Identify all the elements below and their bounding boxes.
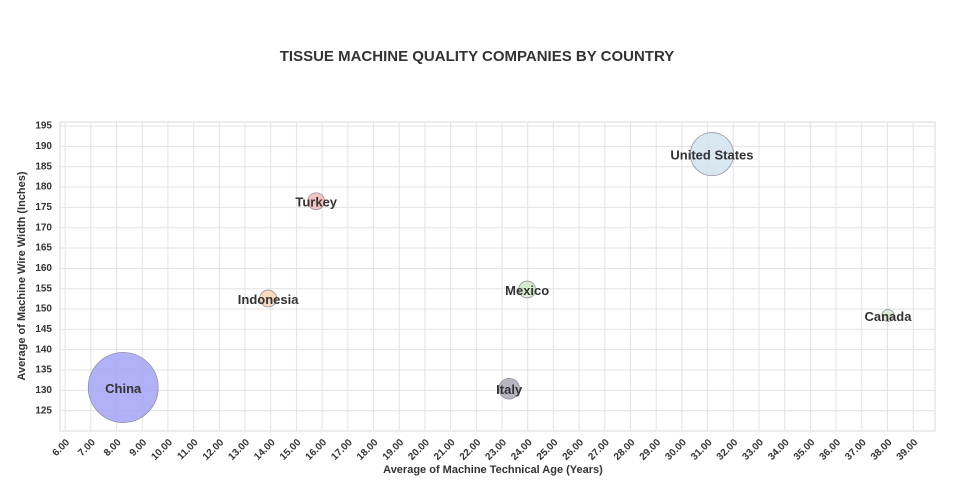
x-tick-label: 12.00 [201,437,227,463]
x-tick-label: 14.00 [252,437,278,463]
bubble-label: China [105,381,142,396]
x-tick-label: 29.00 [638,437,664,463]
x-tick-label: 15.00 [278,437,304,463]
x-tick-label: 25.00 [535,437,561,463]
x-tick-label: 16.00 [304,437,330,463]
y-tick-label: 170 [35,222,52,233]
y-tick-label: 145 [35,324,52,335]
x-tick-label: 22.00 [458,437,484,463]
y-axis-title: Average of Machine Wire Width (Inches) [16,171,28,380]
x-tick-label: 34.00 [766,437,792,463]
x-tick-label: 8.00 [102,437,124,459]
chart-title: TISSUE MACHINE QUALITY COMPANIES BY COUN… [280,48,674,65]
x-tick-label: 28.00 [612,437,638,463]
y-tick-label: 125 [35,405,52,416]
x-tick-label: 21.00 [432,437,458,463]
y-tick-label: 165 [35,243,52,254]
bubble [307,192,326,211]
x-tick-label: 24.00 [509,437,535,463]
x-tick-label: 6.00 [51,437,73,459]
x-tick-label: 23.00 [484,437,510,463]
plot: China United States Turkey Indonesia Mexico C… [87,132,912,423]
x-tick-label: 37.00 [843,437,869,463]
bubble [87,352,159,423]
x-tick-label: 36.00 [818,437,844,463]
bubble-label: United States [670,148,753,163]
bubble [689,132,734,177]
bubble-label: Canada [864,309,912,324]
x-tick-label: 10.00 [149,437,175,463]
bubble [259,289,277,308]
x-tick-label: 32.00 [715,437,741,463]
y-tick-label: 160 [35,263,52,274]
bubble-label: Turkey [295,195,337,210]
y-tick-label: 175 [35,202,52,213]
bubble-label: Italy [496,382,523,397]
x-tick-label: 20.00 [406,437,432,463]
x-tick-label: 18.00 [355,437,381,463]
y-tick-label: 140 [35,344,52,355]
bubble [498,377,520,400]
x-tick-label: 17.00 [329,437,355,463]
bubble [518,280,537,299]
y-tick-label: 190 [35,141,52,152]
bubble-label: Mexico [505,283,549,298]
y-tick-label: 130 [35,385,52,396]
x-tick-label: 30.00 [663,437,689,463]
x-tick-label: 39.00 [895,437,921,463]
x-tick-label: 19.00 [381,437,407,463]
y-tick-label: 185 [35,161,52,172]
x-axis-title: Average of Machine Technical Age (Years) [383,464,603,476]
x-tick-label: 13.00 [227,437,253,463]
x-tick-label: 31.00 [689,437,715,463]
bubble [881,309,895,322]
plot-area [59,121,936,432]
x-tick-label: 7.00 [76,437,98,459]
y-tick-label: 180 [35,182,52,193]
y-tick-label: 150 [35,304,52,315]
x-tick-label: 33.00 [740,437,766,463]
grid: 125 130 135 140 145 150 155 160 165 170 175 180 185 1… [35,121,936,463]
x-tick-label: 26.00 [561,437,587,463]
x-tick-label: 35.00 [792,437,818,463]
bubble-label: Indonesia [238,292,299,307]
x-tick-label: 27.00 [586,437,612,463]
y-tick-label: 135 [35,365,52,376]
y-tick-label: 195 [35,121,52,132]
x-tick-label: 38.00 [869,437,895,463]
x-tick-label: 11.00 [176,437,201,462]
y-tick-label: 155 [35,283,52,294]
x-tick-label: 9.00 [128,437,150,459]
